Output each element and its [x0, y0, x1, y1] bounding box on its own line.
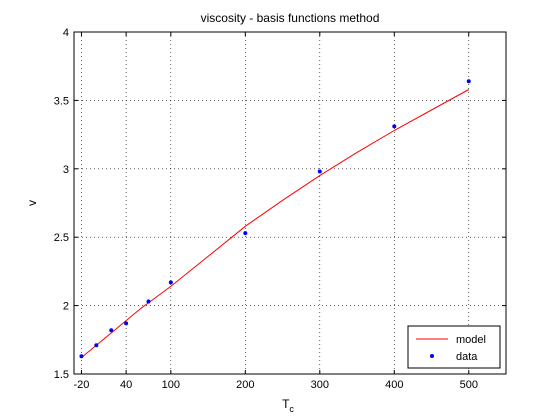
data-point — [146, 299, 151, 304]
x-axis-label-subscript: c — [289, 404, 294, 414]
legend-data-swatch — [430, 354, 434, 358]
plot-frame — [73, 31, 507, 375]
y-tick-label: 3.5 — [54, 95, 69, 107]
plot-area — [74, 32, 506, 374]
model-line — [81, 89, 470, 358]
data-point — [466, 79, 471, 84]
x-tick-label: 400 — [385, 379, 403, 391]
y-axis-label: v — [25, 200, 39, 206]
data-series — [79, 79, 471, 359]
x-axis-label-main: T — [282, 397, 290, 411]
x-tick-label: 500 — [460, 379, 478, 391]
data-point — [109, 328, 114, 333]
legend-model-label: model — [456, 334, 486, 346]
x-tick-label: 100 — [162, 379, 180, 391]
x-tick-label: 300 — [311, 379, 329, 391]
y-tick-label: 2 — [63, 301, 69, 313]
data-point — [168, 280, 173, 285]
legend: model data — [407, 325, 501, 369]
data-point — [94, 343, 99, 348]
data-point — [243, 231, 248, 236]
data-point — [392, 124, 397, 129]
data-point — [124, 321, 129, 326]
x-tick-label: 200 — [236, 379, 254, 391]
y-tick-label: 3 — [63, 164, 69, 176]
legend-data-label: data — [456, 351, 478, 363]
legend-box — [407, 325, 501, 369]
axis-ticks: -20 40 100 200 300 400 500 1.5 2 2.5 3 3.5 4 — [54, 27, 506, 391]
y-tick-label: 2.5 — [54, 232, 69, 244]
y-tick-label: 4 — [63, 27, 69, 39]
x-tick-label: 40 — [120, 379, 132, 391]
x-tick-label: -20 — [73, 379, 89, 391]
data-point — [79, 354, 84, 359]
data-point — [317, 169, 322, 174]
model-series — [81, 89, 470, 358]
chart-title: viscosity - basis functions method — [201, 11, 380, 25]
x-axis-label: Tc — [282, 397, 294, 414]
y-tick-label: 1.5 — [54, 369, 69, 381]
